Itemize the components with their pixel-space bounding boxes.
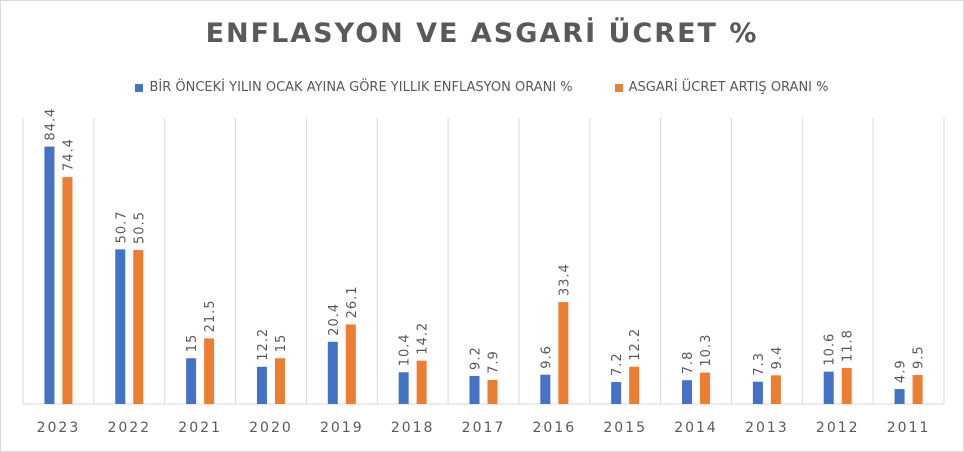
bar-inflation-2019	[327, 341, 338, 404]
x-tick-label-2023: 2023	[37, 420, 81, 436]
bar-wage-2020	[274, 358, 285, 404]
data-label-wage-2016: 33.4	[557, 263, 572, 296]
legend-label-wage: ASGARİ ÜCRET ARTIŞ ORANI %	[628, 80, 829, 95]
x-tick-label-2014: 2014	[674, 420, 718, 436]
data-label-wage-2011: 9.5	[912, 345, 927, 369]
x-tick-label-2015: 2015	[603, 420, 647, 436]
data-label-wage-2013: 9.4	[770, 346, 785, 370]
bar-inflation-2015	[611, 382, 622, 404]
bar-inflation-2012	[823, 371, 834, 404]
x-tick-label-2022: 2022	[107, 420, 151, 436]
data-label-wage-2015: 12.2	[628, 328, 643, 361]
data-label-wage-2022: 50.5	[132, 211, 147, 244]
data-label-wage-2023: 74.4	[61, 138, 76, 171]
data-label-inflation-2023: 84.4	[43, 108, 58, 141]
bar-wage-2011	[912, 375, 923, 404]
bar-inflation-2022	[115, 249, 126, 404]
bar-inflation-2021	[186, 358, 197, 404]
bar-wage-2015	[629, 366, 640, 404]
data-label-inflation-2014: 7.8	[681, 351, 696, 375]
data-label-inflation-2020: 12.2	[256, 328, 271, 361]
data-label-inflation-2011: 4.9	[894, 359, 909, 383]
data-label-wage-2021: 21.5	[203, 299, 218, 332]
legend-item-inflation: BİR ÖNCEKİ YILIN OCAK AYINA GÖRE YILLIK …	[135, 80, 573, 95]
data-label-wage-2014: 10.3	[699, 334, 714, 367]
legend-label-inflation: BİR ÖNCEKİ YILIN OCAK AYINA GÖRE YILLIK …	[149, 80, 573, 95]
bar-wage-2022	[133, 249, 144, 404]
bar-inflation-2016	[540, 374, 551, 404]
data-label-inflation-2018: 10.4	[398, 333, 413, 366]
legend-swatch-wage	[614, 83, 623, 92]
x-tick-label-2011: 2011	[887, 420, 931, 436]
legend: BİR ÖNCEKİ YILIN OCAK AYINA GÖRE YILLIK …	[0, 80, 964, 95]
bar-inflation-2018	[398, 372, 409, 404]
x-tick-label-2019: 2019	[320, 420, 364, 436]
bar-wage-2023	[62, 177, 73, 404]
x-tick-label-2012: 2012	[816, 420, 860, 436]
data-label-inflation-2019: 20.4	[327, 303, 342, 336]
bar-wage-2012	[841, 368, 852, 404]
data-label-inflation-2017: 9.2	[469, 346, 484, 370]
bar-wage-2017	[487, 379, 498, 404]
data-label-inflation-2016: 9.6	[539, 345, 554, 369]
x-tick-label-2013: 2013	[745, 420, 789, 436]
data-label-wage-2012: 11.8	[841, 329, 856, 362]
data-label-inflation-2021: 15	[185, 334, 200, 353]
bar-wage-2019	[345, 324, 356, 404]
legend-item-wage: ASGARİ ÜCRET ARTIŞ ORANI %	[614, 80, 829, 95]
data-label-wage-2018: 14.2	[416, 322, 431, 355]
bar-inflation-2023	[44, 146, 55, 404]
bar-wage-2021	[204, 338, 215, 404]
data-label-wage-2020: 15	[274, 334, 289, 353]
x-tick-label-2018: 2018	[391, 420, 435, 436]
x-tick-label-2017: 2017	[462, 420, 506, 436]
data-label-inflation-2022: 50.7	[114, 210, 129, 243]
x-tick-label-2020: 2020	[249, 420, 293, 436]
bar-inflation-2011	[894, 389, 905, 404]
bar-wage-2013	[770, 375, 781, 404]
bar-wage-2014	[700, 372, 711, 404]
x-tick-label-2016: 2016	[533, 420, 577, 436]
data-label-inflation-2013: 7.3	[752, 352, 767, 376]
bar-inflation-2017	[469, 375, 480, 404]
data-label-wage-2019: 26.1	[345, 285, 360, 318]
chart-title: ENFLASYON VE ASGARİ ÜCRET %	[205, 18, 759, 49]
x-tick-label-2021: 2021	[178, 420, 222, 436]
bar-wage-2018	[416, 360, 427, 404]
legend-swatch-inflation	[135, 83, 144, 92]
data-label-wage-2017: 7.9	[487, 350, 502, 374]
bar-inflation-2014	[682, 380, 693, 404]
bar-inflation-2020	[256, 366, 267, 404]
bar-wage-2016	[558, 302, 569, 404]
data-label-inflation-2015: 7.2	[610, 352, 625, 376]
data-label-inflation-2012: 10.6	[823, 333, 838, 366]
bar-inflation-2013	[752, 381, 763, 404]
